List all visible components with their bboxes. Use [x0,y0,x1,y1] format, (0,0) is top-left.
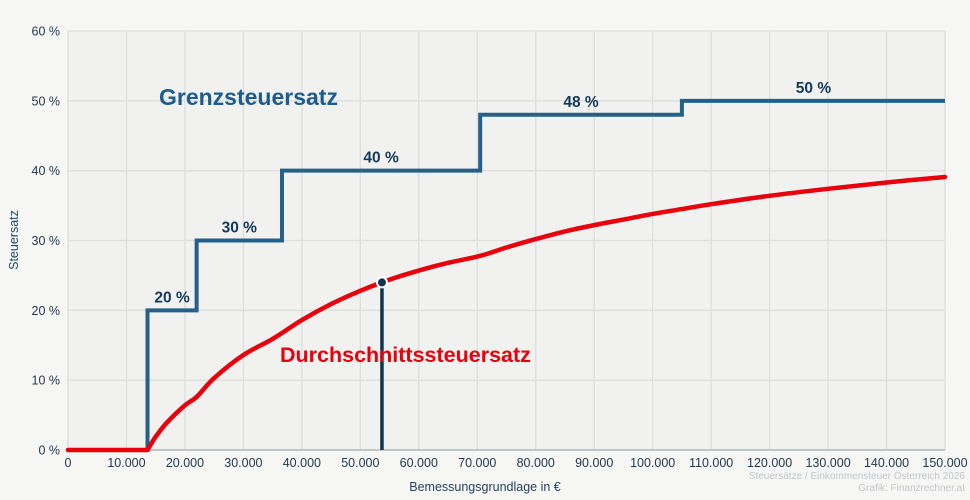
bracket-rate-label: 40 % [363,150,399,167]
x-axis-tick-labels: 0 10.000 20.000 30.000 40.000 50.000 60.000 70.… [65,456,968,470]
x-tick-label: 20.000 [166,456,204,470]
y-tick-label: 50 % [32,94,61,108]
x-tick-label: 130.000 [805,456,850,470]
attribution-source: Steuersätze / Einkommensteuer Österreich… [748,471,965,482]
x-tick-label: 10.000 [107,456,145,470]
gridlines [67,30,946,451]
x-tick-label: 120.000 [747,456,792,470]
attribution: Steuersätze / Einkommensteuer Österreich… [749,471,965,494]
y-tick-label: 20 % [32,304,61,318]
x-tick-label: 60.000 [400,456,438,470]
bracket-rate-label: 50 % [796,80,832,97]
y-tick-label: 30 % [32,234,61,248]
marginal-rate-step-line [68,98,945,452]
marker-dot [375,276,388,289]
y-axis-title: Steuersatz [7,210,21,270]
average-rate-series-label: Durchschnittssteuersatz [280,343,531,367]
x-tick-label: 70.000 [458,456,496,470]
average-rate-curve [65,174,948,453]
y-axis-tick-labels: 0 % 10 % 20 % 30 % 40 % 50 % 60 % [32,25,61,458]
bracket-rate-label: 20 % [154,289,190,306]
marginal-rate-series-label: Grenzsteuersatz [159,84,338,110]
x-tick-label: 40.000 [283,456,321,470]
average-rate-path [65,174,948,453]
x-tick-label: 100.000 [630,456,675,470]
x-tick-label: 90.000 [575,456,613,470]
x-tick-label: 50.000 [341,456,379,470]
x-axis-title: Bemessungsgrundlage in € [409,480,561,494]
y-tick-label: 10 % [32,374,61,388]
x-tick-label: 0 [65,456,72,470]
y-tick-label: 40 % [32,164,61,178]
y-tick-label: 60 % [32,25,61,39]
x-tick-label: 150.000 [922,456,967,470]
example-income-marker [375,276,388,450]
x-tick-label: 110.000 [689,456,733,470]
bracket-rate-label: 48 % [563,94,599,111]
attribution-credit: Grafik: Finanzrechner.at [858,482,965,494]
bracket-rate-label: 30 % [222,220,258,237]
x-tick-label: 30.000 [224,456,262,470]
y-tick-label: 0 % [38,444,60,458]
marginal-rate-path [68,98,945,452]
x-tick-label: 140.000 [864,456,909,470]
x-tick-label: 80.000 [517,456,555,470]
bracket-rate-labels: 20 % 30 % 40 % 48 % 50 % [154,80,831,307]
